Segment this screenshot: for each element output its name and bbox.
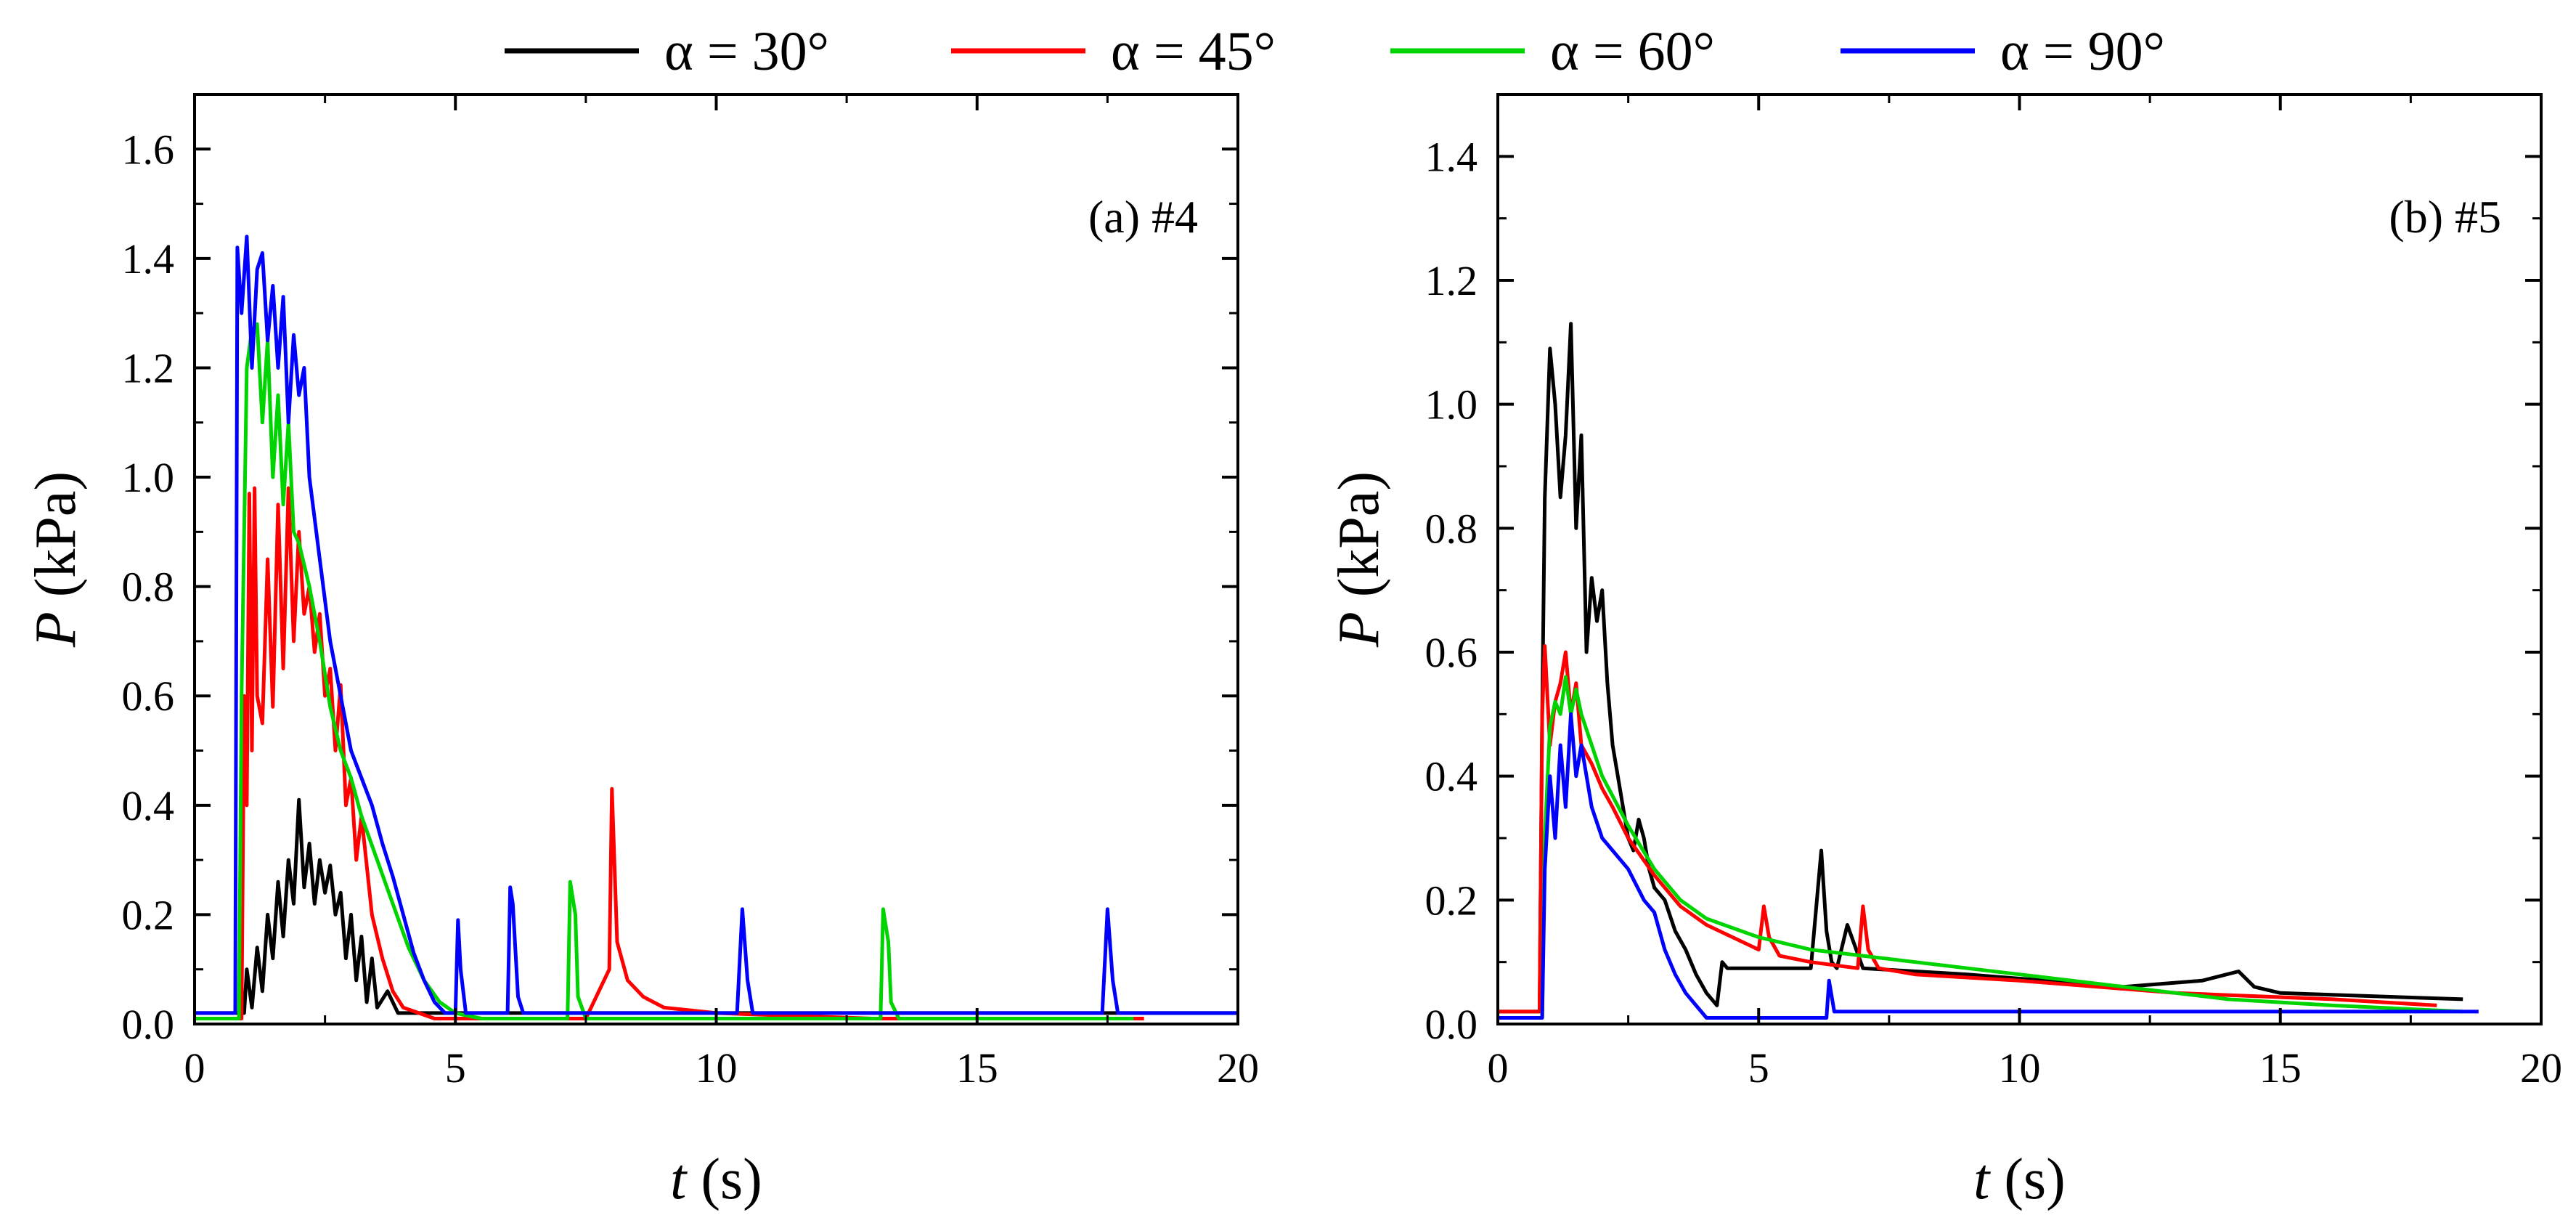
x-tick-label: 15 [2259,1044,2302,1092]
y-tick-label: 0.8 [122,564,175,611]
x-axis-label: t (s) [670,1147,762,1211]
y-tick-label: 0.2 [122,891,175,938]
y-tick-label: 1.6 [122,126,175,173]
plot-frame [193,93,1239,1025]
y-tick-label: 0.6 [122,673,175,720]
x-tick-label: 10 [696,1044,738,1092]
panel-label: (b) #5 [2389,191,2501,243]
x-tick-label: 10 [1999,1044,2041,1092]
x-tick-label: 0 [1488,1044,1509,1092]
y-tick-label: 0.2 [1425,877,1478,924]
y-axis-label: P (kPa) [1327,471,1391,648]
series-group [1498,322,2479,1020]
y-tick-label: 1.0 [1425,381,1478,428]
panel-a: 0 5 10 15 20 0.0 0.2 0.4 0.6 0.8 1.0 1.2 1.4 1.6 t (s)… [24,93,1259,1211]
y-tick-label: 1.2 [1425,257,1478,304]
series-group [195,235,1238,1020]
y-axis-label: P (kPa) [24,471,88,648]
legend: α = 30° α = 45° α = 60° α = 90° [505,21,2165,82]
series-line [1498,675,2463,1020]
x-tick-label: 15 [956,1044,998,1092]
series-line [195,797,1238,1015]
y-tick-label: 0.8 [1425,505,1478,552]
legend-label: α = 45° [1111,21,1276,82]
legend-label: α = 60° [1550,21,1715,82]
series-line [1498,712,2479,1020]
x-tick-label: 5 [445,1044,466,1092]
x-axis-label: t (s) [1973,1147,2066,1211]
series-line [195,322,1134,1020]
series-line [195,235,1238,1015]
y-tick-label: 1.0 [122,454,175,501]
y-tick-label: 0.4 [122,782,175,829]
series-line [1498,322,2463,1014]
legend-label: α = 90° [2000,21,2165,82]
y-tick-label: 0.4 [1425,753,1478,800]
x-tick-label: 20 [1217,1044,1259,1092]
y-tick-label: 1.4 [1425,133,1478,180]
y-tick-label: 0.0 [122,1001,175,1048]
series-line [195,486,1144,1020]
y-tick-label: 1.2 [122,344,175,391]
x-tick-label: 0 [184,1044,205,1092]
legend-label: α = 30° [664,21,829,82]
panel-label: (a) #4 [1088,191,1198,243]
series-line [1498,644,2437,1014]
x-tick-label: 20 [2520,1044,2562,1092]
panel-b: 0 5 10 15 20 0.0 0.2 0.4 0.6 0.8 1.0 1.2 1.4 t (s) P (… [1327,93,2562,1211]
y-tick-label: 0.0 [1425,1001,1478,1048]
y-tick-label: 0.6 [1425,629,1478,676]
x-tick-label: 5 [1748,1044,1769,1092]
y-tick-label: 1.4 [122,235,175,283]
